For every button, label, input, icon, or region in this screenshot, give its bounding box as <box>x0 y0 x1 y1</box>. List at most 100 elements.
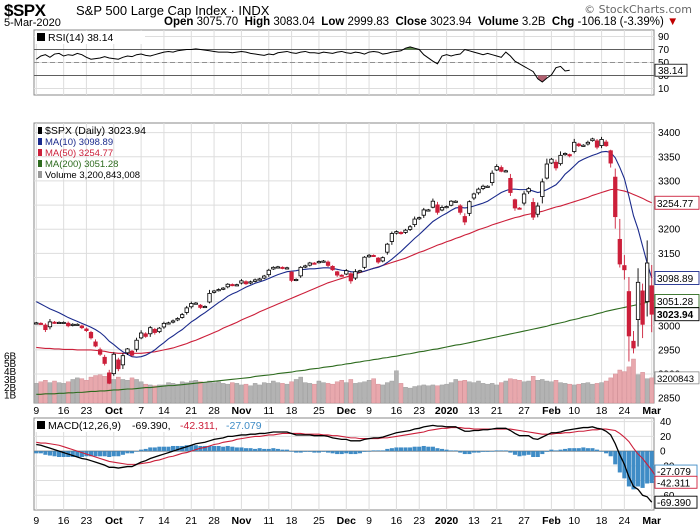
macd-histogram-bar <box>544 451 549 452</box>
x-tick-label-price: 13 <box>468 405 480 417</box>
macd-histogram-bar <box>508 451 513 453</box>
candle-body <box>594 140 600 148</box>
volume-bar <box>79 378 85 404</box>
macd-histogram-bar <box>312 451 317 453</box>
candle-body <box>508 177 513 193</box>
candle-body <box>622 265 627 271</box>
macd-histogram-bar <box>480 451 486 452</box>
macd-histogram-bar <box>380 450 385 452</box>
macd-histogram-bar <box>540 451 545 455</box>
macd-legend-bg <box>35 419 265 432</box>
candle-body <box>357 270 363 273</box>
x-tick-label-macd: Feb <box>542 515 561 527</box>
candle-body <box>93 341 98 347</box>
price-y-tick: 3200 <box>658 225 681 236</box>
candle-body <box>234 284 240 287</box>
macd-histogram-bar <box>389 448 394 452</box>
candle-body <box>170 320 176 323</box>
candle-body <box>166 322 171 325</box>
candle-body <box>107 372 112 384</box>
macd-histogram-bar <box>335 451 340 455</box>
price-value-label: 3098.89 <box>657 274 694 285</box>
open-value: 3075.70 <box>196 16 239 28</box>
candle-body <box>266 269 271 276</box>
macd-histogram-bar <box>357 451 363 454</box>
volume-bar <box>193 380 199 404</box>
x-tick-label-macd: 14 <box>158 515 170 527</box>
volume-bar <box>457 380 463 404</box>
candle-body <box>585 141 591 145</box>
macd-histogram-bar <box>325 451 331 453</box>
x-tick-label-macd: 16 <box>391 515 403 527</box>
volume-bar <box>252 383 258 404</box>
macd-histogram-bar <box>362 451 367 452</box>
macd-histogram-bar <box>604 451 609 454</box>
volume-bar <box>426 385 431 404</box>
volume-bar <box>499 382 504 404</box>
macd-histogram-bar <box>344 451 349 454</box>
candle-body <box>626 291 632 337</box>
price-legend-swatch <box>38 127 42 134</box>
volume-bar <box>439 384 445 404</box>
volume-y-tick: 5B <box>4 359 17 370</box>
macd-histogram-bar <box>421 445 426 452</box>
candle-body <box>157 327 162 333</box>
rsi-y-tick: 10 <box>658 84 670 95</box>
volume-bar <box>184 382 189 404</box>
volume-bar <box>494 384 499 404</box>
volume-bar <box>453 379 458 404</box>
macd-histogram-bar <box>549 449 554 452</box>
macd-value-label: -42.311 <box>657 478 691 489</box>
macd-histogram-bar <box>61 451 66 458</box>
candle-body <box>88 332 94 339</box>
volume-bar <box>307 383 313 404</box>
macd-legend-item: MACD(12,26,9) <box>48 420 121 432</box>
candle-body <box>549 158 554 164</box>
candle-body <box>47 321 53 328</box>
macd-histogram-bar <box>371 450 376 452</box>
candle-body <box>193 302 198 305</box>
candle-body <box>649 285 654 315</box>
macd-histogram-bar <box>385 448 390 452</box>
volume-bar <box>271 380 276 404</box>
candle-body <box>207 293 212 303</box>
x-tick-label-price: 14 <box>158 405 170 417</box>
candle-body <box>572 141 577 152</box>
candle-body <box>34 322 39 325</box>
candle-body <box>52 321 57 324</box>
candle-body <box>385 243 390 253</box>
price-y-tick: 3400 <box>658 128 681 139</box>
price-legend-swatch <box>38 171 42 178</box>
volume-bar <box>234 383 240 404</box>
candle-body <box>426 209 431 212</box>
price-legend-item: MA(200) 3051.28 <box>45 159 118 170</box>
macd-histogram-bar <box>148 447 153 452</box>
macd-histogram-bar <box>139 449 144 452</box>
candle-body <box>120 355 126 366</box>
macd-histogram-bar <box>175 445 180 452</box>
candle-body <box>303 265 308 268</box>
volume-bar <box>599 382 604 404</box>
macd-histogram-bar <box>426 446 431 452</box>
candle-body <box>75 323 80 326</box>
price-legend-swatch <box>38 149 42 156</box>
candle-body <box>102 356 107 364</box>
x-tick-label-macd: Nov <box>232 515 252 527</box>
volume-bar <box>239 384 244 404</box>
macd-histogram-bar <box>38 451 43 454</box>
candle-body <box>161 322 167 328</box>
macd-histogram-bar <box>567 448 572 452</box>
x-tick-label-price: 28 <box>208 405 220 417</box>
candle-body <box>211 290 217 293</box>
volume-bar <box>385 382 390 404</box>
candle-body <box>462 216 467 223</box>
candle-body <box>490 172 495 184</box>
x-tick-label-price: Nov <box>232 405 252 417</box>
candle-body <box>284 267 290 270</box>
volume-bar <box>571 384 577 404</box>
candle-body <box>558 154 563 165</box>
x-tick-label-macd: 9 <box>33 515 39 527</box>
x-tick-label-price: 27 <box>518 405 530 417</box>
candle-body <box>635 281 641 320</box>
macd-histogram-bar <box>494 450 499 452</box>
